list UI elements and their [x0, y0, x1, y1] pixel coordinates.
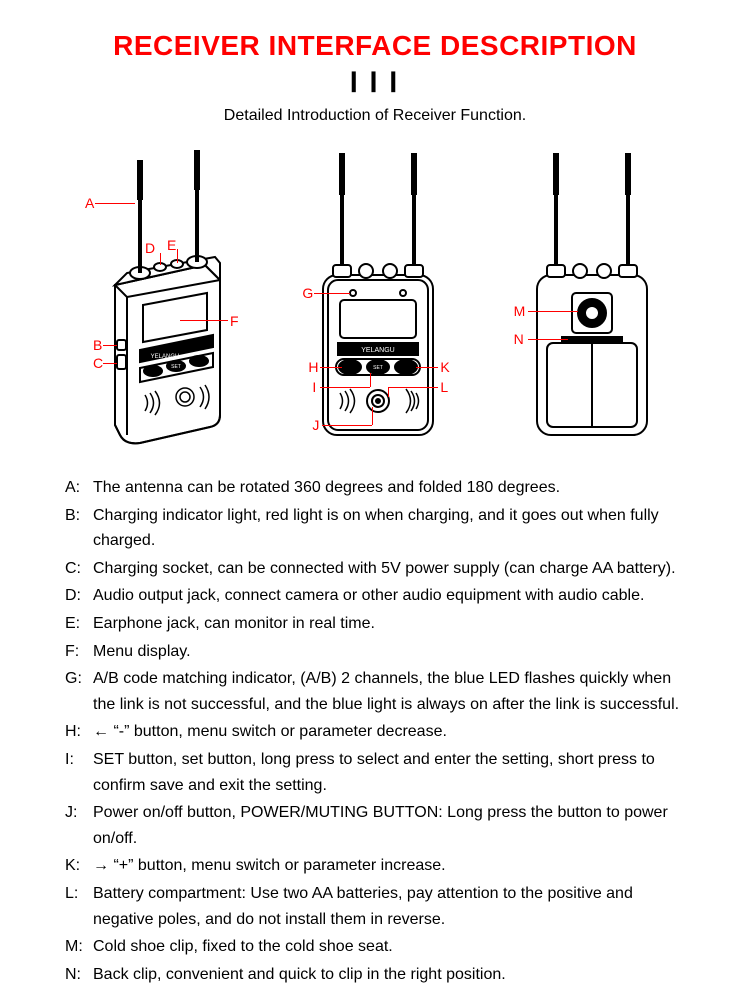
- desc-key: A:: [65, 475, 93, 501]
- desc-key: N:: [65, 962, 93, 987]
- brand-text: YELANGU: [362, 347, 395, 354]
- desc-row: G:A/B code matching indicator, (A/B) 2 c…: [65, 666, 685, 717]
- desc-key: E:: [65, 611, 93, 637]
- desc-key: L:: [65, 881, 93, 932]
- desc-text: ← “-” button, menu switch or parameter d…: [93, 719, 685, 745]
- label-D: D: [145, 240, 155, 256]
- desc-key: F:: [65, 639, 93, 665]
- desc-text: Earphone jack, can monitor in real time.: [93, 611, 685, 637]
- desc-key: H:: [65, 719, 93, 745]
- label-N: N: [514, 331, 524, 347]
- desc-text: Menu display.: [93, 639, 685, 665]
- label-G: G: [302, 285, 313, 301]
- desc-row: L:Battery compartment: Use two AA batter…: [65, 881, 685, 932]
- desc-row: K:→ “+” button, menu switch or parameter…: [65, 853, 685, 879]
- set-button-label: SET: [171, 364, 181, 370]
- desc-key: C:: [65, 556, 93, 582]
- diagram-row: YELANGU SET A D E F B C: [65, 145, 685, 445]
- divider-dots: ❙❙❙: [65, 68, 685, 93]
- label-A: A: [85, 195, 94, 211]
- label-L: L: [440, 379, 448, 395]
- desc-text: Audio output jack, connect camera or oth…: [93, 583, 685, 609]
- desc-key: I:: [65, 747, 93, 798]
- diagram-back: M N: [492, 145, 685, 445]
- page-title: RECEIVER INTERFACE DESCRIPTION: [65, 30, 685, 62]
- desc-text: Charging indicator light, red light is o…: [93, 503, 685, 554]
- desc-key: B:: [65, 503, 93, 554]
- label-M: M: [514, 303, 526, 319]
- description-list: A:The antenna can be rotated 360 degrees…: [65, 475, 685, 987]
- diagram-front: YELANGU SET G H I J K L: [278, 145, 471, 445]
- desc-row: A:The antenna can be rotated 360 degrees…: [65, 475, 685, 501]
- desc-row: D:Audio output jack, connect camera or o…: [65, 583, 685, 609]
- desc-row: M:Cold shoe clip, fixed to the cold shoe…: [65, 934, 685, 960]
- desc-row: J:Power on/off button, POWER/MUTING BUTT…: [65, 800, 685, 851]
- label-K: K: [440, 359, 449, 375]
- desc-row: I:SET button, set button, long press to …: [65, 747, 685, 798]
- desc-row: H:← “-” button, menu switch or parameter…: [65, 719, 685, 745]
- label-F: F: [230, 313, 239, 329]
- subtitle: Detailed Introduction of Receiver Functi…: [65, 107, 685, 125]
- desc-row: C:Charging socket, can be connected with…: [65, 556, 685, 582]
- desc-key: J:: [65, 800, 93, 851]
- label-I: I: [312, 379, 316, 395]
- label-J: J: [312, 417, 319, 433]
- desc-text: SET button, set button, long press to se…: [93, 747, 685, 798]
- label-C: C: [93, 355, 103, 371]
- desc-text: The antenna can be rotated 360 degrees a…: [93, 475, 685, 501]
- desc-row: N:Back clip, convenient and quick to cli…: [65, 962, 685, 987]
- desc-key: G:: [65, 666, 93, 717]
- set-button-label: SET: [373, 365, 383, 371]
- desc-text: Battery compartment: Use two AA batterie…: [93, 881, 685, 932]
- brand-text: YELANGU: [151, 354, 180, 360]
- label-B: B: [93, 337, 102, 353]
- desc-key: K:: [65, 853, 93, 879]
- desc-text: A/B code matching indicator, (A/B) 2 cha…: [93, 666, 685, 717]
- desc-text: Back clip, convenient and quick to clip …: [93, 962, 685, 987]
- desc-row: F:Menu display.: [65, 639, 685, 665]
- desc-key: M:: [65, 934, 93, 960]
- label-H: H: [308, 359, 318, 375]
- desc-row: E:Earphone jack, can monitor in real tim…: [65, 611, 685, 637]
- label-E: E: [167, 237, 176, 253]
- desc-text: → “+” button, menu switch or parameter i…: [93, 853, 685, 879]
- desc-row: B:Charging indicator light, red light is…: [65, 503, 685, 554]
- desc-text: Cold shoe clip, fixed to the cold shoe s…: [93, 934, 685, 960]
- desc-text: Charging socket, can be connected with 5…: [93, 556, 685, 582]
- desc-text: Power on/off button, POWER/MUTING BUTTON…: [93, 800, 685, 851]
- diagram-perspective: YELANGU SET A D E F B C: [65, 145, 258, 445]
- desc-key: D:: [65, 583, 93, 609]
